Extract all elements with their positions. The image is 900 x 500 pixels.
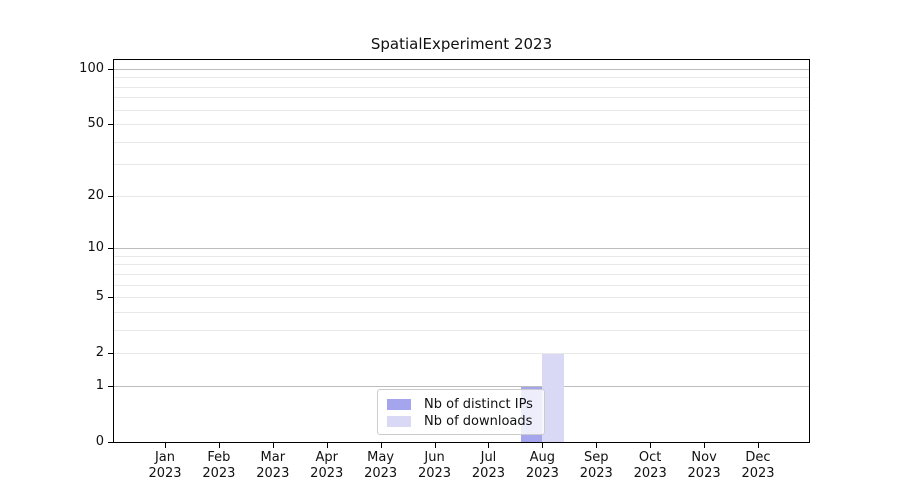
- gridline: [113, 109, 810, 111]
- legend-swatch-downloads: [387, 415, 411, 427]
- x-tick-label: Jul 2023: [471, 450, 505, 481]
- legend-item-downloads: Nb of downloads: [387, 413, 536, 429]
- gridline: [113, 77, 810, 79]
- x-tick-mark: [218, 443, 220, 448]
- gridline: [113, 284, 810, 286]
- y-tick-mark: [108, 195, 113, 197]
- y-tick-mark: [108, 69, 113, 70]
- legend-item-distinct-ips: Nb of distinct IPs: [387, 396, 536, 412]
- x-tick-mark: [326, 443, 328, 448]
- gridline: [113, 353, 810, 355]
- x-tick-label: May 2023: [364, 450, 398, 481]
- gridline: [113, 329, 810, 331]
- legend: Nb of distinct IPs Nb of downloads: [377, 389, 545, 435]
- plot-area: Nb of distinct IPs Nb of downloads: [113, 59, 810, 443]
- gridline: [113, 164, 810, 166]
- y-tick-mark: [108, 124, 113, 126]
- y-tick-label: 10: [87, 240, 104, 256]
- y-tick-label: 5: [95, 289, 104, 305]
- y-tick-label: 100: [79, 61, 104, 76]
- x-tick-mark: [704, 443, 706, 448]
- gridline: [113, 86, 810, 88]
- y-tick-label: 2: [95, 345, 104, 361]
- x-tick-label: Nov 2023: [687, 450, 721, 481]
- gridline: [113, 248, 810, 250]
- legend-label-distinct-ips: Nb of distinct IPs: [424, 396, 533, 412]
- gridline: [113, 273, 810, 275]
- x-tick-mark: [165, 443, 166, 448]
- bar-downloads-aug-2023: [542, 354, 564, 443]
- y-tick-label: 0: [95, 434, 104, 449]
- x-tick-mark: [272, 443, 274, 448]
- y-tick-mark: [108, 353, 113, 355]
- x-tick-mark: [596, 443, 598, 448]
- x-tick-mark: [542, 443, 544, 448]
- x-tick-mark: [650, 443, 652, 448]
- y-tick-mark: [108, 442, 113, 443]
- gridline: [113, 311, 810, 313]
- legend-swatch-distinct-ips: [387, 398, 411, 410]
- y-tick-label: 50: [87, 116, 104, 132]
- y-tick-label: 20: [87, 187, 104, 203]
- chart-title: SpatialExperiment 2023: [370, 35, 553, 53]
- legend-label-downloads: Nb of downloads: [424, 413, 533, 429]
- x-tick-label: Mar 2023: [256, 450, 290, 481]
- x-tick-mark: [758, 443, 759, 448]
- x-tick-label: Jun 2023: [417, 450, 452, 481]
- gridline: [113, 69, 810, 70]
- x-tick-label: Feb 2023: [202, 450, 236, 481]
- x-tick-mark: [488, 443, 490, 448]
- y-tick-mark: [108, 385, 113, 387]
- gridline: [113, 195, 810, 197]
- gridline: [113, 255, 810, 257]
- gridline: [113, 297, 810, 299]
- y-tick-label: 1: [95, 377, 104, 393]
- y-tick-mark: [108, 248, 113, 250]
- gridline: [113, 264, 810, 266]
- x-tick-mark: [380, 443, 382, 448]
- x-tick-label: Jan 2023: [148, 450, 182, 481]
- x-tick-label: Sep 2023: [579, 450, 613, 481]
- gridline: [113, 385, 810, 387]
- x-tick-label: Aug 2023: [525, 450, 559, 481]
- gridline: [113, 124, 810, 126]
- x-tick-label: Oct 2023: [633, 450, 667, 481]
- gridline: [113, 97, 810, 99]
- x-tick-label: Dec 2023: [741, 450, 775, 481]
- gridline: [113, 141, 810, 143]
- y-tick-mark: [108, 297, 113, 299]
- x-tick-label: Apr 2023: [310, 450, 344, 481]
- x-tick-mark: [434, 443, 436, 448]
